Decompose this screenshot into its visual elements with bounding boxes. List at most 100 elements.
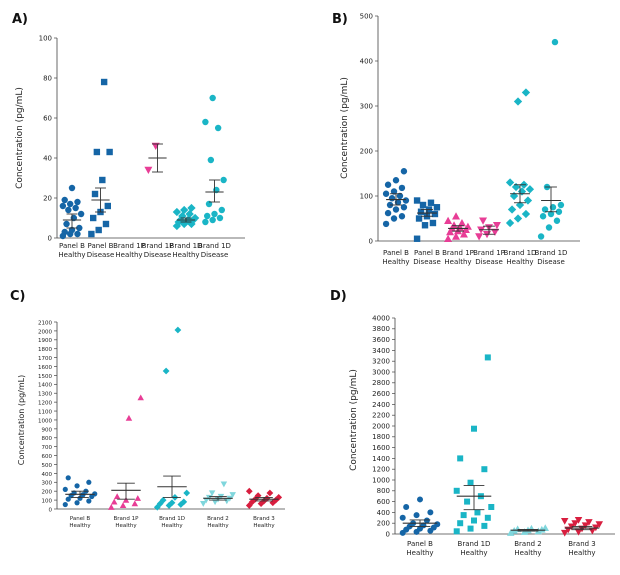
y-tick-label: 800 (377, 487, 390, 495)
y-tick-label: 1500 (38, 374, 52, 380)
data-point (100, 78, 108, 86)
data-point (403, 504, 410, 510)
data-point (74, 198, 81, 206)
category-label: Panel B (414, 249, 440, 257)
y-tick-label: 60 (43, 114, 52, 122)
data-point (390, 215, 398, 222)
y-tick-label: 200 (42, 490, 53, 496)
data-point (479, 217, 488, 225)
y-tick-label: 3200 (372, 358, 390, 366)
data-point (62, 486, 68, 493)
chart-a-y-axis-label: Concentration (pg/mL) (15, 87, 25, 189)
y-tick-label: 600 (42, 454, 53, 460)
data-point (429, 219, 437, 227)
data-point (457, 520, 464, 527)
data-point (99, 176, 106, 184)
data-point (457, 455, 464, 462)
category-label: Disease (144, 251, 172, 259)
chart-c: C) Concentration (pg/mL) 0 100 200 300 400 50… (10, 289, 285, 529)
data-point (220, 176, 227, 184)
category-label: Healthy (207, 523, 229, 529)
data-point (545, 224, 553, 231)
data-point (214, 124, 222, 132)
data-point (388, 195, 396, 202)
y-tick-label: 1600 (38, 365, 52, 371)
y-tick-label: 800 (42, 436, 53, 442)
y-tick-label: 1000 (38, 418, 52, 424)
data-point (211, 210, 218, 218)
data-point (202, 497, 210, 504)
data-point (555, 208, 563, 215)
data-point (539, 213, 547, 220)
data-point (392, 206, 400, 213)
category-label: Healthy (444, 258, 471, 266)
data-point (513, 214, 523, 223)
data-point (218, 206, 225, 214)
data-point (467, 525, 474, 532)
data-point (382, 190, 390, 197)
data-point (413, 197, 421, 204)
data-point (557, 201, 565, 209)
data-point (413, 235, 421, 242)
data-point (471, 425, 477, 432)
chart-a: A) Concentration (pg/mL) 0 20 40 60 80 100 Pan… (12, 12, 245, 259)
data-point (93, 148, 101, 156)
data-point (419, 201, 427, 209)
category-label: Healthy (460, 549, 487, 557)
y-tick-label: 3000 (372, 368, 390, 376)
data-point (74, 230, 81, 238)
category-label: Healthy (115, 523, 137, 529)
data-point (427, 509, 434, 516)
category-label: Healthy (253, 523, 275, 529)
data-point (453, 487, 460, 494)
data-point (229, 492, 236, 499)
y-tick-label: 2800 (372, 379, 390, 387)
data-point (202, 118, 209, 126)
data-point (72, 204, 79, 212)
category-label: Healthy (115, 251, 142, 259)
data-point (263, 494, 271, 502)
data-point (122, 496, 130, 503)
data-point (464, 498, 471, 505)
data-point (474, 509, 481, 516)
data-point (113, 493, 121, 500)
data-point (423, 517, 430, 524)
category-label: Panel B (88, 242, 114, 250)
chart-b: B) Concentration (pg/mL) 0 100 200 300 400 50… (332, 12, 580, 266)
category-label: Disease (413, 258, 441, 266)
y-tick-label: 400 (360, 57, 373, 65)
data-point (431, 210, 439, 218)
data-point (106, 148, 113, 156)
data-point (159, 496, 167, 504)
data-point (506, 529, 515, 536)
category-label: Brand 1P (473, 249, 505, 257)
data-point (125, 414, 133, 421)
y-tick-label: 1200 (38, 401, 52, 407)
data-point (450, 221, 459, 229)
category-label: Disease (537, 258, 565, 266)
data-point (413, 512, 420, 519)
y-tick-label: 300 (42, 481, 53, 487)
data-point (402, 197, 410, 204)
data-point (507, 205, 517, 214)
category-label: Panel B (59, 242, 85, 250)
data-point (62, 501, 68, 508)
data-point (131, 500, 139, 507)
data-point (384, 181, 392, 188)
data-point (104, 202, 111, 210)
category-label: Healthy (568, 549, 595, 557)
y-tick-label: 2000 (38, 329, 52, 335)
category-label: Disease (201, 251, 229, 259)
data-point (102, 220, 110, 228)
data-point (91, 190, 99, 198)
y-tick-label: 1800 (38, 347, 52, 353)
y-tick-label: 2600 (372, 390, 390, 398)
data-point (505, 178, 515, 187)
data-point (523, 196, 533, 205)
data-point (183, 489, 191, 497)
data-point (74, 500, 80, 506)
chart-b-label: B) (332, 12, 348, 27)
y-tick-label: 40 (43, 154, 52, 162)
data-point (208, 490, 216, 497)
category-label: Brand 1P (442, 249, 474, 257)
